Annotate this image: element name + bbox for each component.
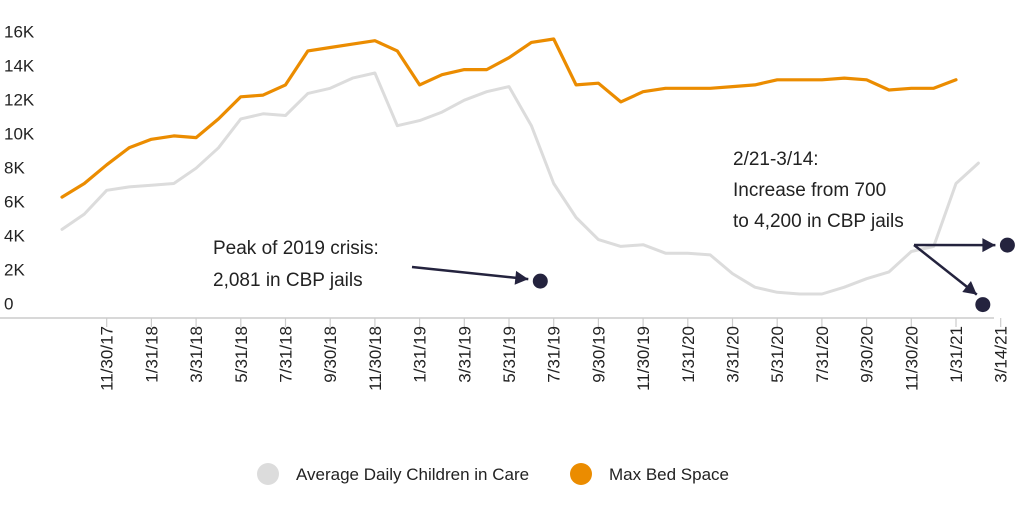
- x-tick-label: 11/30/19: [634, 326, 653, 391]
- series-lines: [60, 37, 980, 296]
- y-tick-label: 16K: [4, 23, 35, 42]
- annotation-marker: [532, 273, 548, 289]
- x-tick-label: 5/31/19: [500, 326, 519, 383]
- x-tick-label: 1/31/21: [947, 326, 966, 383]
- x-tick-label: 9/30/18: [321, 326, 340, 383]
- annotations: Peak of 2019 crisis: 2,081 in CBP jails 2/…: [213, 149, 1015, 313]
- x-tick-label: 7/31/18: [277, 326, 296, 383]
- x-tick-label: 9/30/20: [858, 326, 877, 383]
- y-tick-label: 0: [4, 295, 13, 314]
- y-tick-label: 14K: [4, 57, 35, 76]
- legend-swatch: [570, 463, 592, 485]
- y-tick-label: 12K: [4, 91, 35, 110]
- x-tick-label: 11/30/20: [902, 326, 921, 391]
- x-tick-label: 3/31/19: [455, 326, 474, 383]
- x-tick-label: 1/31/19: [411, 326, 430, 383]
- annotation-arrowhead: [982, 238, 996, 253]
- y-tick-label: 4K: [4, 227, 25, 246]
- legend: Average Daily Children in Care Max Bed Sp…: [257, 463, 729, 485]
- series-line-max-bed-space: [60, 37, 958, 199]
- x-tick-label: 11/30/18: [366, 326, 385, 391]
- y-tick-label: 8K: [4, 159, 25, 178]
- annotation-marker: [999, 237, 1015, 253]
- annotation-text: to 4,200 in CBP jails: [733, 211, 904, 232]
- annotation-text: Peak of 2019 crisis:: [213, 238, 379, 259]
- annotation-text: Increase from 700: [733, 180, 886, 201]
- x-tick-label: 3/14/21: [992, 326, 1011, 383]
- legend-label: Average Daily Children in Care: [296, 465, 529, 484]
- y-tick-label: 2K: [4, 261, 25, 280]
- x-tick-label: 7/31/20: [813, 326, 832, 383]
- x-tick-label: 1/31/18: [142, 326, 161, 383]
- series-line-children-in-care: [60, 71, 980, 296]
- x-tick-label: 3/31/20: [724, 326, 743, 383]
- x-axis-ticks: 11/30/17 1/31/18 3/31/18 5/31/18 7/31/18 9/30…: [98, 318, 1011, 391]
- legend-swatch: [257, 463, 279, 485]
- y-tick-label: 6K: [4, 193, 25, 212]
- x-tick-label: 5/31/20: [768, 326, 787, 383]
- x-tick-label: 9/30/19: [589, 326, 608, 383]
- annotation-arrow: [913, 244, 978, 296]
- x-tick-label: 11/30/17: [98, 326, 117, 391]
- y-tick-label: 10K: [4, 125, 35, 144]
- x-tick-label: 3/31/18: [187, 326, 206, 383]
- annotation-text: 2,081 in CBP jails: [213, 270, 363, 291]
- x-tick-label: 5/31/18: [232, 326, 251, 383]
- annotation-arrowhead: [962, 281, 977, 295]
- annotation-arrowhead: [514, 270, 529, 285]
- x-tick-label: 7/31/19: [545, 326, 564, 383]
- legend-label: Max Bed Space: [609, 465, 729, 484]
- y-axis-ticks: 0 2K 4K 6K 8K 10K 12K 14K 16K: [4, 23, 35, 314]
- annotation-arrow: [411, 265, 529, 281]
- annotation-text: 2/21-3/14:: [733, 149, 819, 170]
- x-tick-label: 1/31/20: [679, 326, 698, 383]
- annotation-marker: [975, 297, 991, 313]
